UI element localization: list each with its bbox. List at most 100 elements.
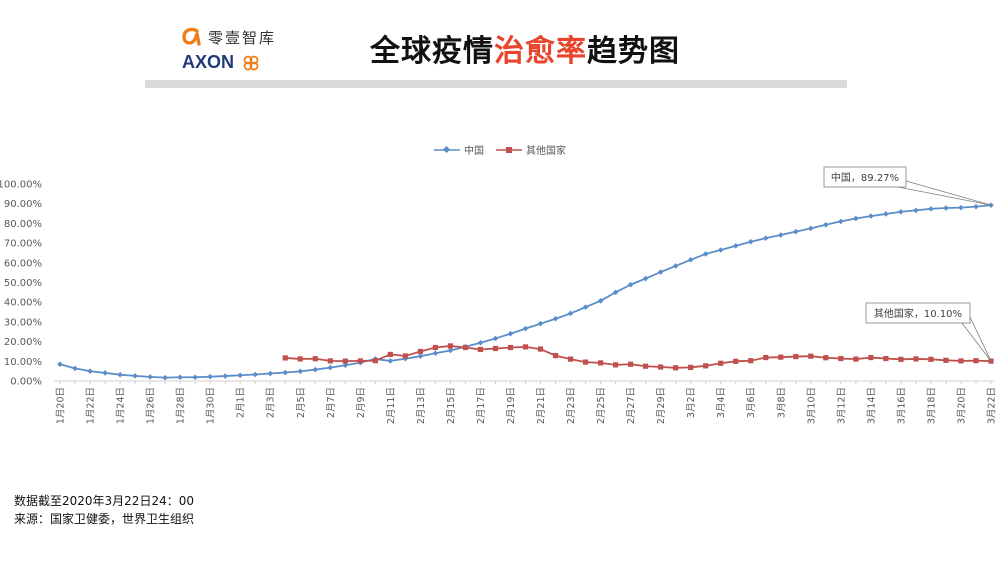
data-point-others: [928, 356, 934, 362]
data-point-china: [732, 243, 739, 249]
data-point-china: [402, 355, 409, 362]
annotation-leader: [961, 322, 992, 362]
data-point-china: [943, 205, 949, 211]
data-point-others: [868, 354, 874, 361]
x-tick-label: 2月19日: [506, 387, 517, 424]
x-tick-label: 3月2日: [686, 387, 697, 418]
data-point-others: [462, 344, 469, 351]
data-point-others: [372, 358, 378, 364]
logo-english-name: AXON: [182, 52, 235, 72]
data-point-others: [342, 358, 348, 364]
data-point-china: [717, 247, 724, 253]
data-point-others: [883, 355, 889, 362]
data-point-china: [297, 368, 304, 375]
data-point-others: [703, 363, 709, 369]
data-source-note: 来源：国家卫健委，世界卫生组织: [14, 512, 195, 526]
x-tick-label: 1月24日: [116, 387, 127, 424]
data-point-others: [402, 353, 408, 359]
data-point-china: [327, 364, 334, 371]
data-point-china: [162, 374, 168, 381]
data-point-others: [597, 360, 604, 366]
data-point-china: [642, 275, 649, 282]
data-point-others: [492, 345, 499, 352]
x-tick-label: 2月25日: [596, 387, 607, 424]
data-point-china: [687, 257, 694, 263]
y-tick-label: 100.00%: [0, 180, 42, 191]
data-point-others: [537, 346, 544, 352]
data-point-others: [958, 358, 964, 364]
data-point-others: [643, 363, 649, 369]
y-tick-label: 60.00%: [4, 258, 42, 269]
y-tick-label: 30.00%: [4, 317, 42, 328]
data-point-china: [522, 325, 529, 332]
data-point-china: [102, 370, 108, 376]
data-point-others: [793, 353, 799, 360]
data-point-china: [898, 208, 904, 215]
data-point-china: [252, 371, 259, 378]
data-point-others: [808, 353, 814, 359]
x-tick-label: 2月27日: [626, 387, 637, 424]
logo: 零壹智库 AXON: [180, 24, 290, 74]
x-tick-label: 1月22日: [86, 387, 97, 424]
annotation-label: 其他国家，10.10%: [874, 307, 962, 320]
logo-mark-icon: [180, 26, 202, 48]
x-tick-label: 3月12日: [836, 387, 847, 424]
data-point-others: [387, 351, 393, 358]
x-tick-label: 1月26日: [146, 387, 157, 424]
data-point-china: [777, 232, 784, 238]
data-point-others: [282, 355, 288, 361]
x-tick-label: 3月18日: [926, 387, 937, 424]
data-point-others: [853, 356, 859, 362]
legend-marker-china: [434, 145, 460, 153]
x-tick-label: 2月5日: [296, 387, 307, 418]
x-tick-label: 2月7日: [326, 387, 337, 418]
data-point-china: [207, 373, 213, 380]
data-point-others: [823, 355, 829, 361]
data-point-others: [357, 358, 363, 364]
data-point-others: [567, 356, 574, 362]
x-tick-label: 2月13日: [416, 387, 427, 424]
data-point-china: [447, 347, 454, 354]
data-point-others: [733, 358, 739, 364]
data-point-china: [237, 372, 243, 379]
data-point-china: [853, 215, 859, 222]
x-tick-label: 3月8日: [776, 387, 787, 418]
chart-legend: 中国 其他国家: [0, 142, 1000, 157]
knot-icon: [242, 54, 260, 72]
legend-item-others: 其他国家: [496, 142, 566, 157]
y-tick-label: 20.00%: [4, 337, 42, 348]
data-point-others: [432, 344, 439, 351]
data-point-china: [147, 374, 153, 380]
data-point-others: [327, 358, 333, 364]
title-part2: 趋势图: [587, 34, 680, 69]
x-tick-label: 2月23日: [566, 387, 577, 424]
y-tick-label: 10.00%: [4, 357, 42, 368]
x-tick-label: 1月30日: [206, 387, 217, 424]
x-tick-label: 2月29日: [656, 387, 667, 424]
page-title: 全球疫情治愈率趋势图: [370, 26, 680, 70]
data-point-others: [718, 360, 724, 366]
x-tick-label: 2月11日: [386, 387, 397, 424]
data-point-china: [612, 289, 619, 296]
data-point-others: [582, 359, 589, 365]
data-point-china: [117, 371, 123, 378]
legend-label-others: 其他国家: [526, 146, 566, 157]
y-tick-label: 80.00%: [4, 219, 42, 230]
logo-chinese-name: 零壹智库: [208, 28, 277, 47]
data-point-china: [222, 373, 228, 379]
data-point-china: [87, 368, 93, 374]
data-point-china: [72, 365, 78, 372]
x-tick-label: 3月6日: [746, 387, 757, 418]
data-point-china: [928, 206, 934, 212]
legend-item-china: 中国: [434, 142, 484, 157]
data-point-china: [552, 315, 559, 322]
data-point-others: [673, 365, 679, 371]
data-point-china: [883, 211, 889, 217]
data-point-others: [973, 358, 979, 364]
data-point-china: [627, 281, 634, 288]
data-point-china: [702, 251, 709, 257]
x-tick-label: 2月21日: [536, 387, 547, 424]
data-point-china: [492, 335, 499, 342]
data-point-china: [387, 358, 394, 364]
data-point-china: [657, 269, 664, 275]
